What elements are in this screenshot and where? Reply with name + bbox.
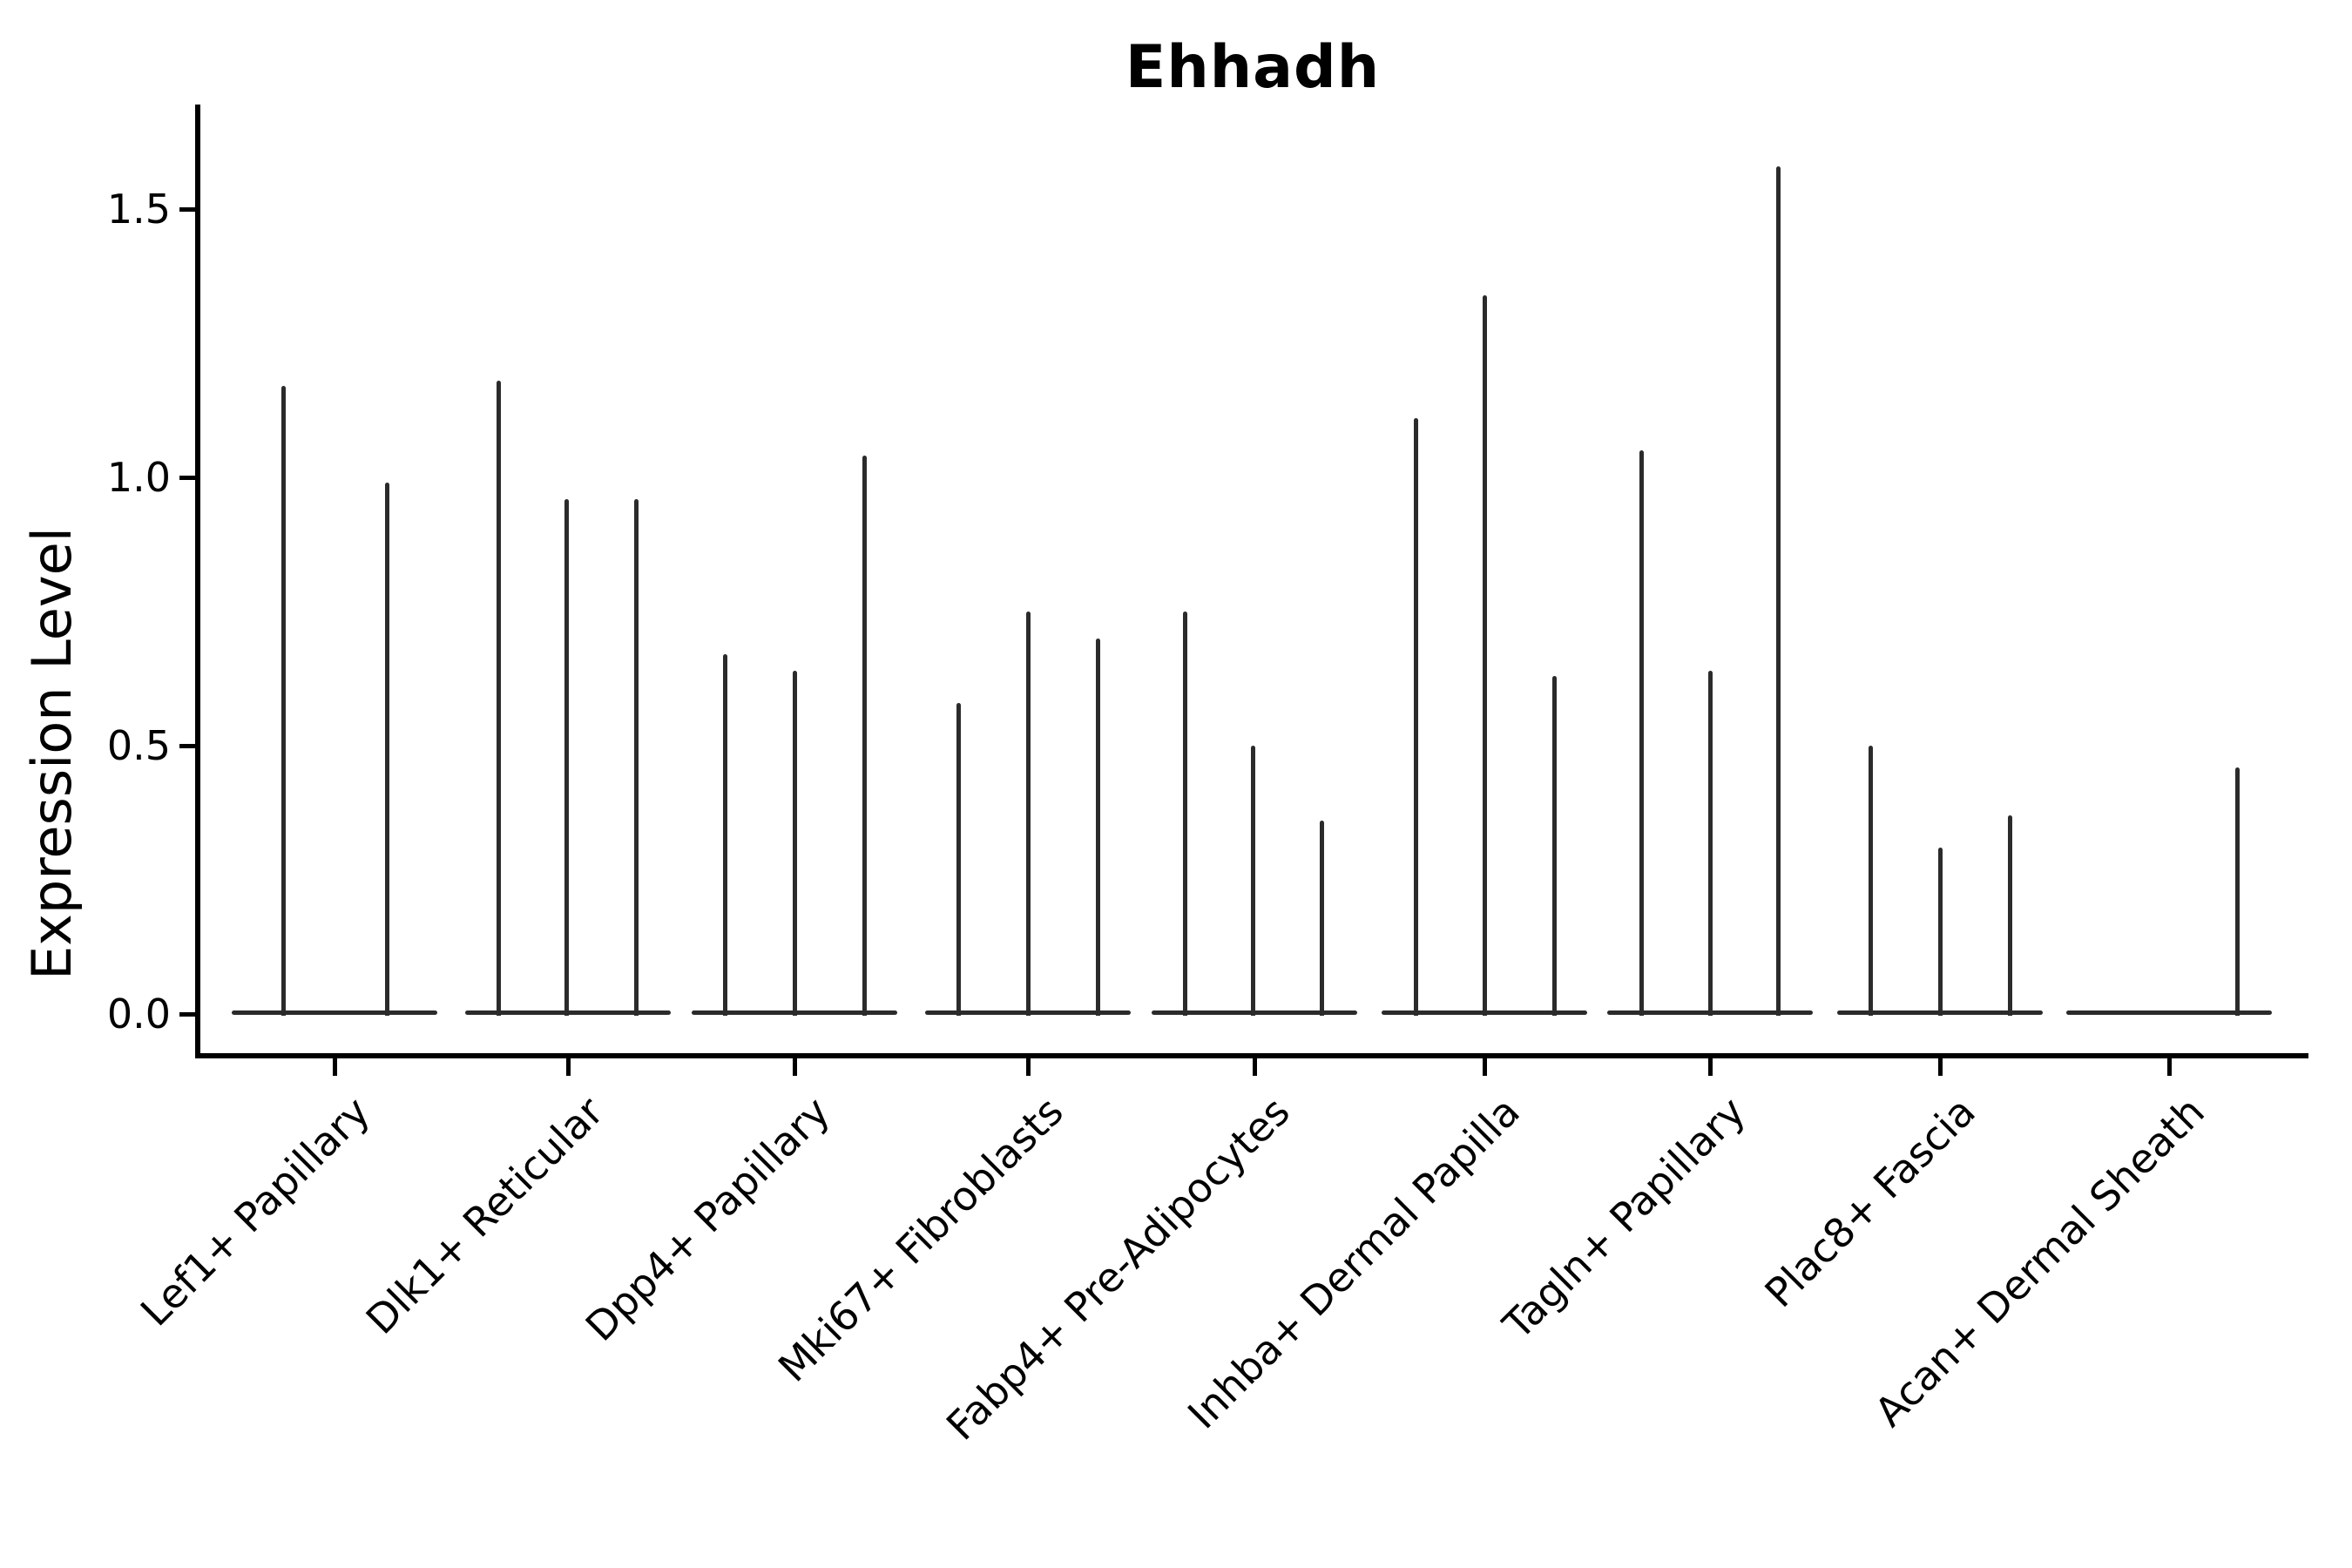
violin-baseline — [2066, 1010, 2272, 1015]
violin-spike — [1251, 746, 1255, 1016]
violin-spike — [1639, 450, 1644, 1016]
violin-spike — [1026, 612, 1031, 1016]
y-axis-tick — [179, 476, 195, 480]
y-axis-tick — [179, 744, 195, 748]
violin-spike — [1483, 294, 1487, 1016]
x-axis-tick — [1253, 1058, 1257, 1076]
violin-spike — [634, 498, 639, 1016]
violin-spike — [1776, 166, 1781, 1016]
x-tick-label: Plac8+ Fascia — [1755, 1087, 1984, 1317]
violin-spike — [385, 483, 389, 1016]
x-tick-label: Acan+ Dermal Sheath — [1865, 1087, 2213, 1436]
x-axis-tick — [566, 1058, 571, 1076]
y-axis-tick — [179, 1012, 195, 1017]
x-axis-tick — [333, 1058, 337, 1076]
violin-spike — [281, 386, 286, 1016]
violin-spike — [497, 381, 501, 1016]
y-tick-label: 0.5 — [106, 722, 171, 769]
violin-spike — [1096, 638, 1100, 1016]
x-tick-label: Fabp4+ Pre-Adipocytes — [936, 1087, 1299, 1450]
violin-baseline — [232, 1010, 437, 1015]
x-axis-tick — [793, 1058, 797, 1076]
violin-spike — [2235, 767, 2240, 1016]
x-tick-label: Dpp4+ Papillary — [576, 1087, 839, 1350]
x-tick-label: Mki67+ Fibroblasts — [768, 1087, 1072, 1391]
x-axis-tick — [1026, 1058, 1031, 1076]
violin-spike — [564, 498, 569, 1016]
x-axis-spine — [195, 1053, 2308, 1058]
violin-spike — [793, 670, 797, 1016]
y-tick-label: 1.5 — [106, 186, 171, 233]
violin-spike — [1552, 675, 1557, 1016]
violin-spike — [1938, 848, 1943, 1016]
x-tick-label: Inhba+ Dermal Papilla — [1179, 1087, 1529, 1438]
y-tick-label: 0.0 — [106, 990, 171, 1037]
violin-spike — [1414, 418, 1418, 1016]
violin-spike — [723, 654, 727, 1016]
violin-spike — [1869, 746, 1873, 1016]
y-axis-spine — [195, 105, 200, 1058]
x-axis-tick — [1938, 1058, 1943, 1076]
y-tick-label: 1.0 — [106, 454, 171, 501]
y-axis-tick — [179, 207, 195, 212]
violin-spike — [1320, 821, 1324, 1016]
x-axis-tick — [1483, 1058, 1487, 1076]
x-tick-label: Dlk1+ Reticular — [356, 1087, 612, 1343]
violin-spike — [956, 702, 961, 1016]
x-axis-tick — [2167, 1058, 2172, 1076]
violin-spike — [1183, 612, 1187, 1016]
chart-title: Ehhadh — [1125, 33, 1381, 102]
violin-spike — [2008, 815, 2012, 1016]
violin-spike — [862, 456, 867, 1016]
x-tick-label: Tagln+ Papillary — [1493, 1087, 1754, 1348]
x-axis-tick — [1708, 1058, 1713, 1076]
violin-spike — [1708, 670, 1713, 1016]
